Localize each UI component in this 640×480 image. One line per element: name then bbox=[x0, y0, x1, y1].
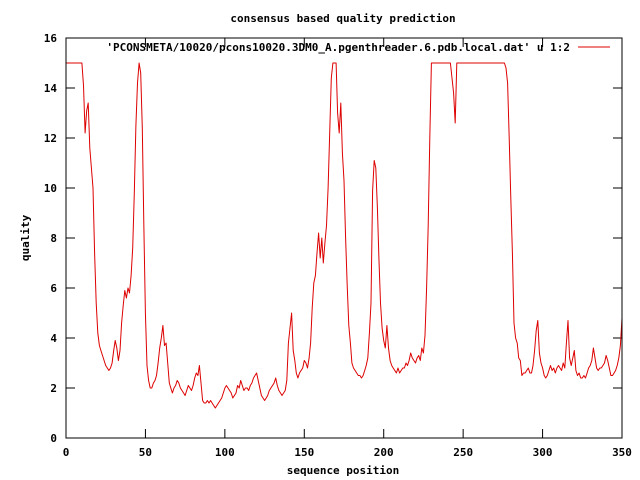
y-tick-label: 4 bbox=[50, 332, 57, 345]
y-tick-label: 16 bbox=[44, 32, 58, 45]
axis-ticks: 0 2 4 6 8 10 12 14 16 0 50 100 150 200 250 300 350 bbox=[44, 32, 632, 459]
x-tick-label: 300 bbox=[533, 446, 553, 459]
y-axis-label: quality bbox=[19, 214, 32, 261]
y-tick-label: 14 bbox=[44, 82, 58, 95]
legend: 'PCONSMETA/10020/pcons10020.3DM0_A.pgent… bbox=[106, 41, 610, 54]
plot-frame bbox=[65, 37, 623, 439]
y-tick-label: 12 bbox=[44, 132, 57, 145]
x-tick-label: 0 bbox=[63, 446, 70, 459]
y-tick-label: 0 bbox=[50, 432, 57, 445]
y-tick-label: 10 bbox=[44, 182, 57, 195]
x-tick-label: 350 bbox=[612, 446, 632, 459]
x-tick-label: 200 bbox=[374, 446, 394, 459]
x-axis-label: sequence position bbox=[287, 464, 400, 477]
x-tick-label: 150 bbox=[294, 446, 314, 459]
legend-label: 'PCONSMETA/10020/pcons10020.3DM0_A.pgent… bbox=[106, 41, 570, 54]
chart-title: consensus based quality prediction bbox=[230, 12, 455, 25]
y-tick-label: 6 bbox=[50, 282, 57, 295]
y-tick-label: 8 bbox=[50, 232, 57, 245]
x-tick-label: 250 bbox=[453, 446, 473, 459]
y-tick-label: 2 bbox=[50, 382, 57, 395]
x-tick-label: 50 bbox=[139, 446, 152, 459]
x-tick-label: 100 bbox=[215, 446, 235, 459]
series-layer bbox=[66, 62, 623, 409]
series-line-0 bbox=[66, 62, 623, 409]
